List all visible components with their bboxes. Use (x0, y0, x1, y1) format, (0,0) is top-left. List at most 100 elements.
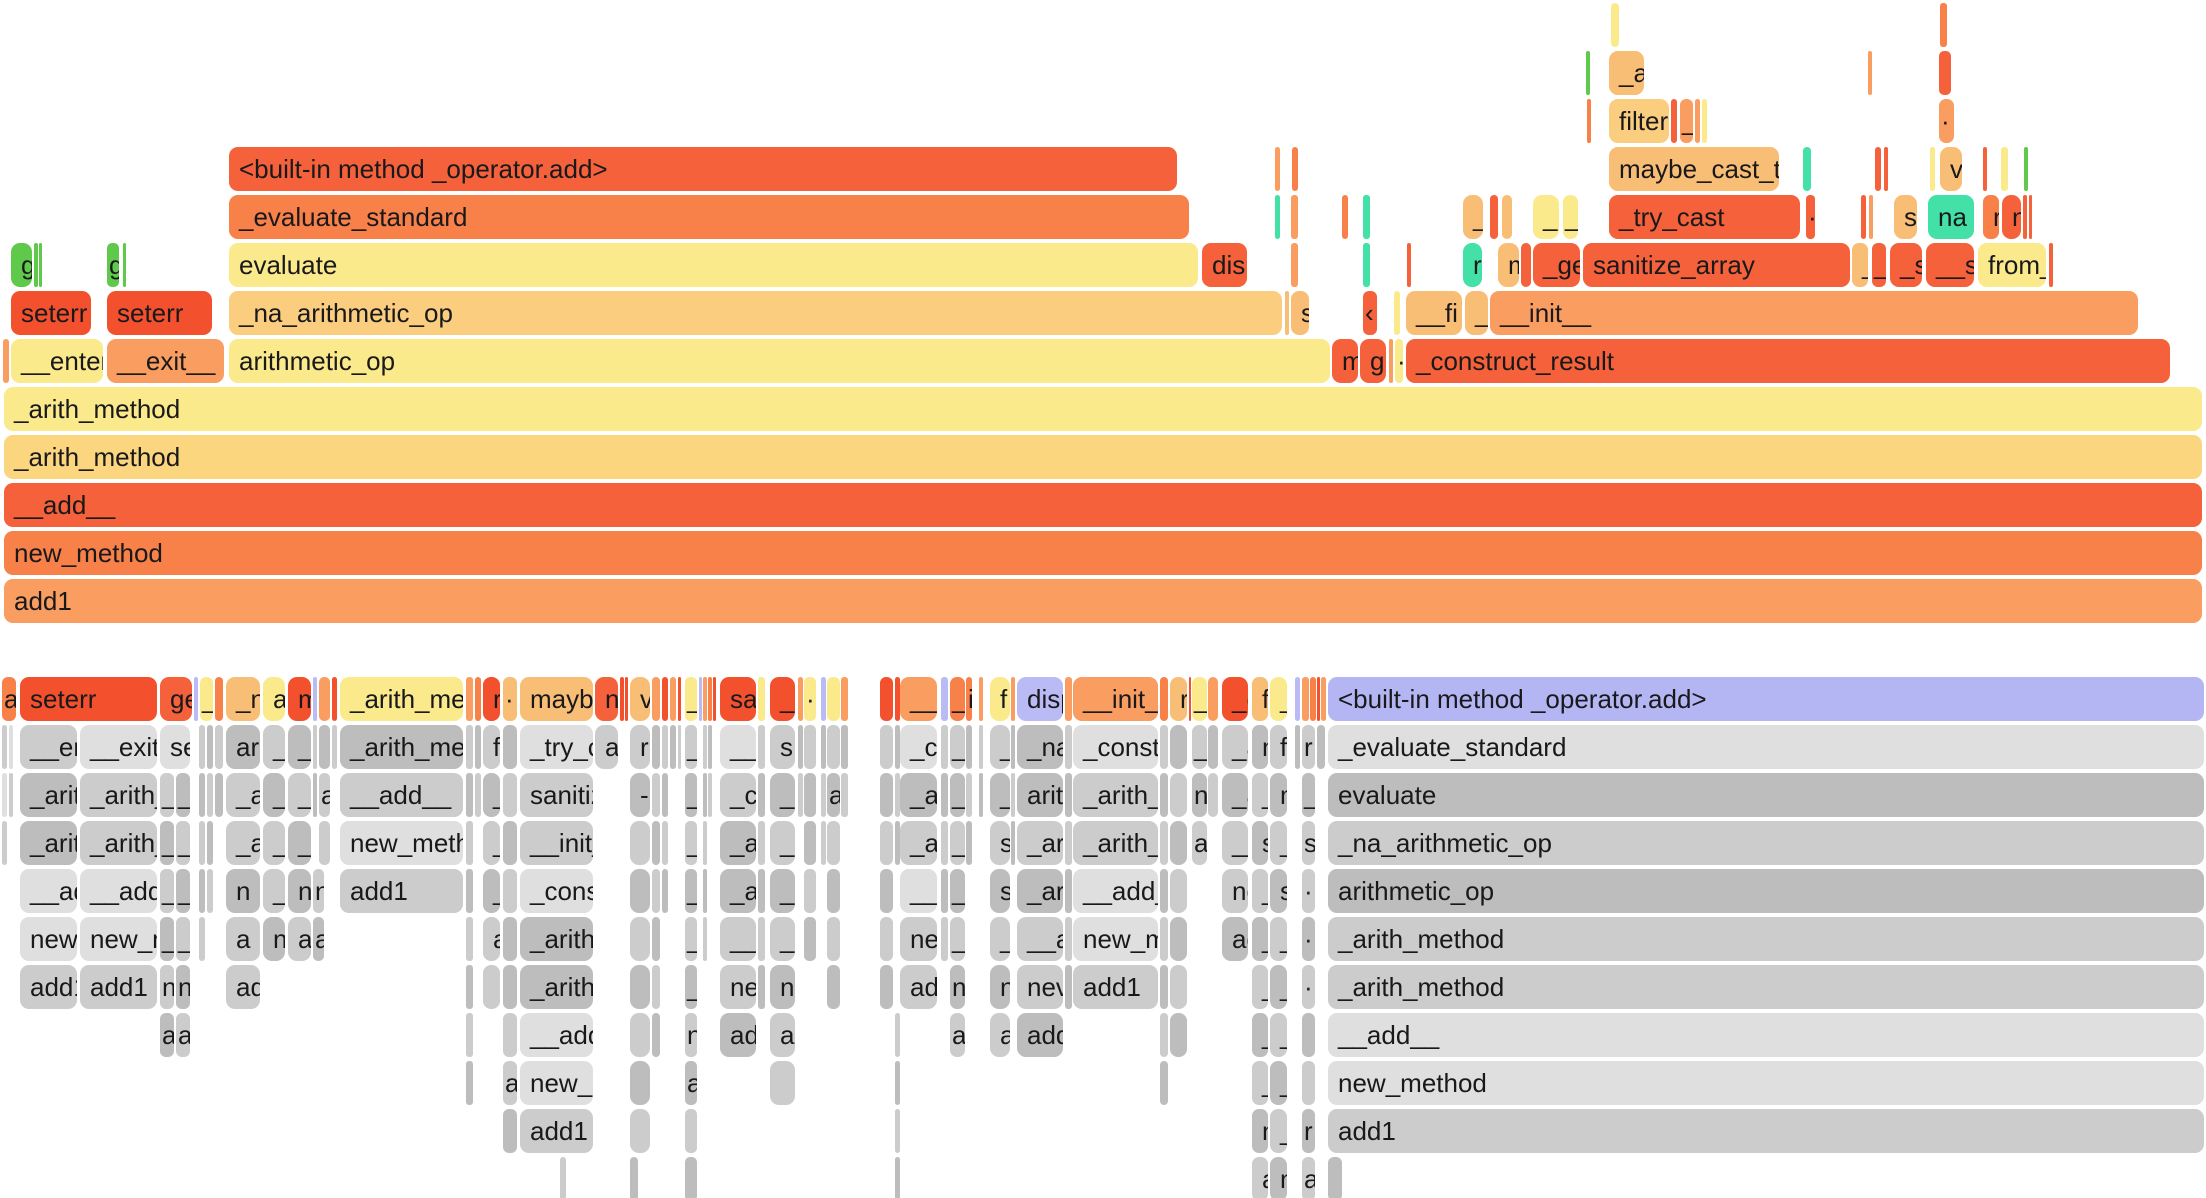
flame-frame-_arith[interactable]: _arith (520, 917, 593, 961)
flame-frame-r[interactable]: r (1983, 195, 1999, 239)
flame-frame-builtinmethod_operatoradd[interactable]: <built-in method _operator.add> (229, 147, 1177, 191)
flame-frame-n[interactable]: n (313, 869, 324, 913)
flame-frame-_[interactable]: _ (950, 773, 965, 817)
flame-frame-sliver[interactable] (1065, 677, 1072, 721)
flame-frame-_[interactable]: _ (1252, 773, 1268, 817)
flame-frame-sliver[interactable] (1502, 195, 1512, 239)
flame-frame-r[interactable]: r (630, 725, 650, 769)
flame-frame-sliver[interactable] (941, 677, 948, 721)
flame-frame-[interactable]: · (1939, 99, 1954, 143)
flame-frame-add1[interactable]: add1 (520, 1109, 593, 1153)
flame-frame-s[interactable]: s (1270, 869, 1287, 913)
flame-frame-_arith_me[interactable]: _arith_me (340, 725, 463, 769)
flame-frame-sliver[interactable] (503, 725, 517, 769)
flame-frame-_arith_method[interactable]: _arith_method (4, 435, 2202, 479)
flame-frame-sliver[interactable] (1407, 243, 1411, 287)
flame-frame-_a[interactable]: _a (720, 869, 756, 913)
flame-frame-add1[interactable]: add1 (340, 869, 463, 913)
flame-frame-new_m[interactable]: new_m (520, 1061, 593, 1105)
flame-frame-sliver[interactable] (880, 917, 893, 961)
flame-frame-sliver[interactable] (841, 773, 848, 817)
flame-frame-sliver[interactable] (1160, 677, 1168, 721)
flame-frame-a[interactable]: a (288, 917, 311, 961)
flame-frame-sliver[interactable] (1586, 51, 1590, 95)
flame-frame-__add[interactable]: __add (80, 869, 157, 913)
flame-frame-_arith_[interactable]: _arith_ (80, 773, 157, 817)
flame-frame-sliver[interactable] (798, 773, 803, 817)
flame-frame-s[interactable]: s (1252, 821, 1268, 865)
flame-frame-_arith_[interactable]: _arith_ (80, 821, 157, 865)
flame-frame-add1[interactable]: add1 (80, 965, 157, 1009)
flame-frame-_[interactable]: _ (770, 677, 795, 721)
flame-frame-sliver[interactable] (2023, 195, 2027, 239)
flame-frame-__[interactable]: __ (720, 917, 756, 961)
flame-frame-r[interactable]: r (1302, 725, 1315, 769)
flame-frame-s[interactable]: s (1894, 195, 1917, 239)
flame-frame-disp[interactable]: disp (1202, 243, 1247, 287)
flame-frame-sliver[interactable] (34, 243, 38, 287)
flame-frame-sliver[interactable] (703, 869, 707, 913)
flame-frame-sliver[interactable] (1160, 773, 1168, 817)
flame-frame-__ad[interactable]: __ad (20, 869, 77, 913)
flame-frame-_[interactable]: _ (288, 821, 311, 865)
flame-frame-_[interactable]: _ (1252, 965, 1268, 1009)
flame-frame-[interactable]: - (630, 773, 650, 817)
flame-frame-from_[interactable]: from_ (1978, 243, 2046, 287)
flame-frame-sliver[interactable] (1275, 195, 1280, 239)
flame-frame-sliver[interactable] (1363, 195, 1370, 239)
flame-frame-_[interactable]: _ (950, 917, 965, 961)
flame-frame-sliver[interactable] (1160, 917, 1168, 961)
flame-frame-_[interactable]: _ (1680, 99, 1693, 143)
flame-frame-[interactable]: · (1395, 339, 1403, 383)
flame-frame-[interactable]: · (503, 677, 517, 721)
flame-frame-n[interactable]: n (1252, 725, 1268, 769)
flame-frame-sliver[interactable] (708, 677, 712, 721)
flame-frame-sliver[interactable] (979, 725, 983, 769)
flame-frame-sliver[interactable] (821, 725, 826, 769)
flame-frame-sliver[interactable] (199, 773, 205, 817)
flame-frame-sliver[interactable] (2024, 147, 2028, 191)
flame-frame-sliver[interactable] (215, 725, 223, 769)
flame-frame-sliver[interactable] (2049, 243, 2053, 287)
flame-frame-__exit_[interactable]: __exit_ (80, 725, 157, 769)
flame-frame-sliver[interactable] (332, 725, 337, 769)
flame-frame-n[interactable]: n (1192, 773, 1207, 817)
flame-frame-sliver[interactable] (670, 725, 676, 769)
flame-frame-__[interactable]: __ (263, 869, 285, 913)
flame-frame-_[interactable]: _ (176, 821, 190, 865)
flame-frame-sliver[interactable] (625, 677, 628, 721)
flame-frame-add1[interactable]: add1 (1073, 965, 1158, 1009)
flame-frame-_[interactable]: _ (770, 869, 795, 913)
flame-frame-sa[interactable]: sa (720, 677, 756, 721)
flame-frame-sliver[interactable] (652, 821, 660, 865)
flame-frame-r[interactable]: r (1302, 1109, 1315, 1153)
flame-frame-sliver[interactable] (1939, 51, 1951, 95)
flame-frame-sliver[interactable] (1803, 147, 1811, 191)
flame-frame-sliver[interactable] (1884, 147, 1888, 191)
flame-frame-_s[interactable]: _s (1890, 243, 1922, 287)
flame-frame-builtinmethod_operatoradd[interactable]: <built-in method _operator.add> (1328, 677, 2204, 721)
flame-frame-m[interactable]: m (1332, 339, 1358, 383)
flame-frame-sliver[interactable] (466, 677, 473, 721)
flame-frame-_co[interactable]: _co (900, 725, 937, 769)
flame-frame-_evaluate_standard[interactable]: _evaluate_standard (1328, 725, 2204, 769)
flame-frame-new_method[interactable]: new_method (4, 531, 2202, 575)
flame-frame-sliver[interactable] (1170, 1013, 1187, 1057)
flame-frame-maybe_cast_t[interactable]: maybe_cast_t (1609, 147, 1779, 191)
flame-frame-sliver[interactable] (895, 773, 900, 817)
flame-frame-__add[interactable]: __add (520, 1013, 593, 1057)
flame-frame-sliver[interactable] (880, 869, 893, 913)
flame-frame-sliver[interactable] (1611, 3, 1619, 47)
flame-frame-sliver[interactable] (1160, 725, 1168, 769)
flame-frame-_ar[interactable]: _ar (900, 773, 937, 817)
flame-frame-sliver[interactable] (1065, 917, 1072, 961)
flame-frame-_arith[interactable]: _arith (520, 965, 593, 1009)
flame-frame-sliver[interactable] (466, 773, 473, 817)
flame-frame-_[interactable]: _ (685, 821, 697, 865)
flame-frame-_a[interactable]: _a (288, 725, 311, 769)
flame-frame-a[interactable]: a (1252, 1157, 1268, 1198)
flame-frame-sliver[interactable] (941, 773, 948, 817)
flame-frame-_evaluate_standard[interactable]: _evaluate_standard (229, 195, 1189, 239)
flame-frame-_ge[interactable]: _ge (1533, 243, 1580, 287)
flame-frame-v[interactable]: v (630, 677, 650, 721)
